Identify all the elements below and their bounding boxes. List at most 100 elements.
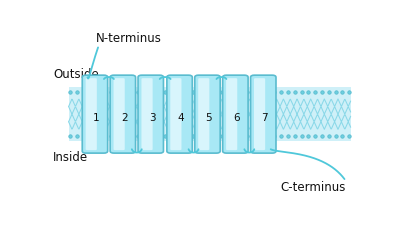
Point xyxy=(319,91,325,94)
Point xyxy=(203,135,210,139)
FancyBboxPatch shape xyxy=(138,76,164,153)
Point xyxy=(80,91,87,94)
Point xyxy=(162,91,169,94)
Text: C-terminus: C-terminus xyxy=(281,180,346,193)
Point xyxy=(285,91,291,94)
Point xyxy=(121,135,128,139)
Point xyxy=(108,91,114,94)
Point xyxy=(101,135,107,139)
Point xyxy=(176,91,182,94)
Text: Outside: Outside xyxy=(53,68,99,81)
Point xyxy=(80,135,87,139)
Point xyxy=(292,91,298,94)
Point xyxy=(67,135,73,139)
FancyBboxPatch shape xyxy=(82,76,108,153)
Point xyxy=(264,135,271,139)
FancyBboxPatch shape xyxy=(250,76,276,153)
Point xyxy=(312,91,318,94)
Point xyxy=(278,135,284,139)
Point xyxy=(101,91,107,94)
Point xyxy=(135,135,141,139)
Point xyxy=(74,135,80,139)
FancyBboxPatch shape xyxy=(226,79,237,151)
Point xyxy=(128,91,134,94)
Point xyxy=(332,91,339,94)
Point xyxy=(237,135,244,139)
Point xyxy=(196,91,203,94)
Point xyxy=(251,91,257,94)
FancyBboxPatch shape xyxy=(254,79,265,151)
Point xyxy=(183,135,189,139)
Point xyxy=(285,135,291,139)
FancyBboxPatch shape xyxy=(198,79,209,151)
Point xyxy=(183,91,189,94)
Text: N-terminus: N-terminus xyxy=(96,32,162,45)
Point xyxy=(346,135,352,139)
Text: 1: 1 xyxy=(93,112,100,122)
FancyBboxPatch shape xyxy=(170,79,182,151)
Point xyxy=(271,135,278,139)
FancyBboxPatch shape xyxy=(110,76,136,153)
Point xyxy=(332,135,339,139)
Point xyxy=(142,91,148,94)
Text: 4: 4 xyxy=(178,112,184,122)
Point xyxy=(346,91,352,94)
Point xyxy=(149,135,155,139)
Point xyxy=(339,135,346,139)
Point xyxy=(224,91,230,94)
Point xyxy=(271,91,278,94)
Point xyxy=(203,91,210,94)
Point xyxy=(217,91,223,94)
Text: 2: 2 xyxy=(121,112,128,122)
Text: 6: 6 xyxy=(233,112,240,122)
Point xyxy=(94,91,100,94)
Point xyxy=(326,91,332,94)
Text: Inside: Inside xyxy=(53,150,88,163)
FancyBboxPatch shape xyxy=(86,79,97,151)
Text: 7: 7 xyxy=(261,112,268,122)
Text: 5: 5 xyxy=(206,112,212,122)
Point xyxy=(244,91,250,94)
Point xyxy=(190,135,196,139)
Point xyxy=(230,91,237,94)
Point xyxy=(87,135,94,139)
FancyBboxPatch shape xyxy=(195,76,220,153)
Point xyxy=(142,135,148,139)
Text: 3: 3 xyxy=(149,112,155,122)
Point xyxy=(176,135,182,139)
Point xyxy=(312,135,318,139)
Point xyxy=(305,135,312,139)
Point xyxy=(210,91,216,94)
Bar xyxy=(69,88,351,142)
Point xyxy=(87,91,94,94)
Point xyxy=(74,91,80,94)
Point xyxy=(156,91,162,94)
FancyBboxPatch shape xyxy=(223,76,248,153)
Point xyxy=(210,135,216,139)
Point xyxy=(121,91,128,94)
Point xyxy=(244,135,250,139)
Point xyxy=(135,91,141,94)
Point xyxy=(94,135,100,139)
Point xyxy=(298,135,305,139)
Point xyxy=(237,91,244,94)
Point xyxy=(190,91,196,94)
Point xyxy=(264,91,271,94)
Point xyxy=(251,135,257,139)
Point xyxy=(128,135,134,139)
Point xyxy=(162,135,169,139)
Point xyxy=(108,135,114,139)
Point xyxy=(258,135,264,139)
Point xyxy=(224,135,230,139)
Point xyxy=(217,135,223,139)
Point xyxy=(114,135,121,139)
Point xyxy=(339,91,346,94)
Point xyxy=(67,91,73,94)
FancyBboxPatch shape xyxy=(167,76,192,153)
Point xyxy=(258,91,264,94)
FancyBboxPatch shape xyxy=(142,79,153,151)
Point xyxy=(230,135,237,139)
Point xyxy=(114,91,121,94)
FancyBboxPatch shape xyxy=(114,79,125,151)
Point xyxy=(196,135,203,139)
